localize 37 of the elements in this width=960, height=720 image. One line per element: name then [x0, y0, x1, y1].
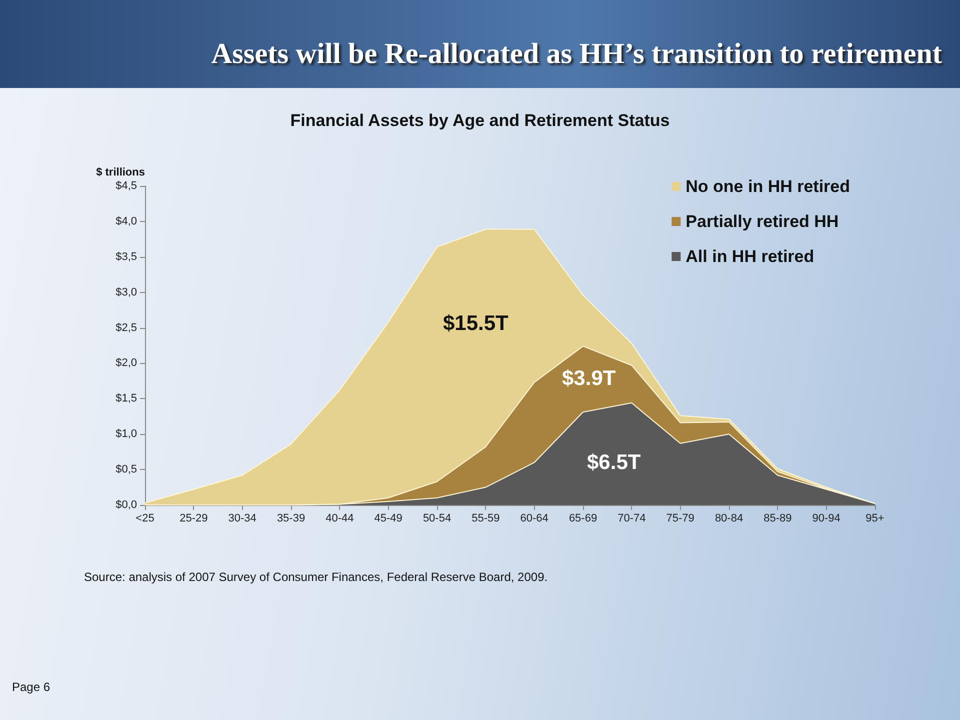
- x-tick-label: 75-79: [666, 512, 694, 524]
- y-tick-label: $1,5: [116, 392, 137, 405]
- x-tick-label: 95+: [866, 512, 884, 524]
- x-tick-label: 50-54: [422, 512, 452, 524]
- y-tick-label: $0,0: [116, 499, 137, 511]
- x-tick-label: 85-89: [764, 512, 792, 524]
- y-tick-label: $4,0: [116, 215, 137, 228]
- legend-label: All in HH retired: [686, 247, 814, 266]
- y-tick-label: $2,0: [116, 357, 137, 370]
- x-tick-label: 70-74: [618, 512, 646, 524]
- chart-title: Assets will be Re-allocated as HH’s transition to retirement: [211, 38, 942, 71]
- y-axis-title: $ trillions: [96, 166, 145, 178]
- legend-label: Partially retired HH: [686, 212, 839, 231]
- annotation: $6.5T: [587, 451, 641, 474]
- annotation: $3.9T: [562, 367, 616, 390]
- y-tick-label: $1,0: [116, 428, 137, 440]
- x-tick-label: 35-39: [276, 512, 306, 524]
- x-tick-label: 60-64: [520, 512, 548, 524]
- x-tick-label: 25-29: [180, 512, 208, 524]
- x-tick-label: 90-94: [812, 512, 840, 524]
- x-tick-label: 30-34: [228, 512, 256, 524]
- x-tick-label: 45-49: [374, 512, 402, 524]
- y-tick-label: $3,5: [116, 250, 137, 263]
- annotation: $15.5T: [443, 312, 509, 335]
- y-tick-label: $2,5: [116, 322, 137, 334]
- x-tick-label: 65-69: [568, 512, 598, 524]
- chart-subtitle: Financial Assets by Age and Retirement Status: [290, 111, 670, 130]
- x-tick-label: 80-84: [714, 512, 744, 524]
- y-tick-label: $0,5: [116, 464, 137, 476]
- text: Page 6: [12, 680, 50, 694]
- legend-label: No one in HH retired: [686, 177, 850, 196]
- x-tick-label: 55-59: [472, 512, 500, 524]
- y-tick-label: $4,5: [116, 180, 137, 192]
- x-tick-label: <25: [136, 512, 154, 524]
- y-tick-label: $3,0: [116, 286, 137, 298]
- source-note: Source: analysis of 2007 Survey of Consumer Finances, Federal Reserve Board, 2009.: [84, 570, 548, 584]
- x-tick-label: 40-44: [326, 512, 354, 524]
